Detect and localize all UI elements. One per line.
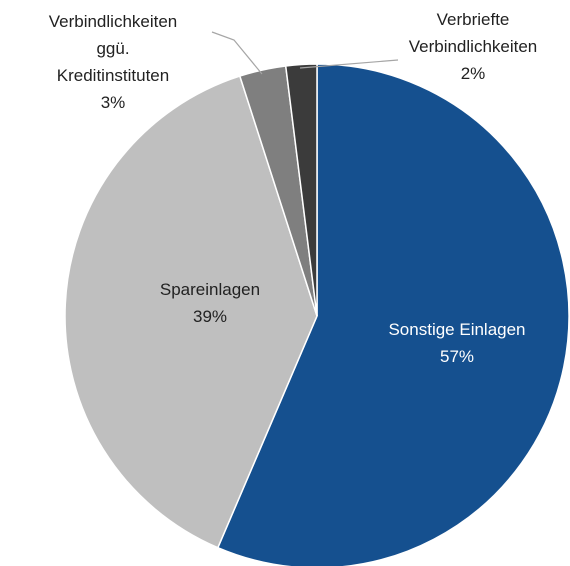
leader-line [299, 59, 399, 69]
value-label: 57% [439, 347, 475, 366]
slice-label: Sonstige Einlagen 57% [377, 316, 537, 370]
slice-label: Verbriefte Verbindlichkeiten 2% [403, 6, 543, 87]
value-label: 39% [192, 307, 228, 326]
pie-slice [216, 63, 570, 566]
category-label: Verbriefte Verbindlichkeiten [408, 10, 538, 56]
category-label: Spareinlagen [159, 280, 261, 299]
slice-label: Verbindlichkeiten ggü. Kreditinstituten 3… [43, 8, 183, 116]
leader-line [211, 31, 263, 75]
value-label: 3% [100, 93, 126, 112]
value-label: 2% [460, 64, 486, 83]
pie-slice [284, 63, 318, 317]
category-label: Sonstige Einlagen [388, 320, 526, 339]
category-label: Verbindlichkeiten ggü. Kreditinstituten [48, 12, 178, 85]
slice-label: Spareinlagen 39% [140, 276, 280, 330]
pie-slice [64, 75, 318, 549]
